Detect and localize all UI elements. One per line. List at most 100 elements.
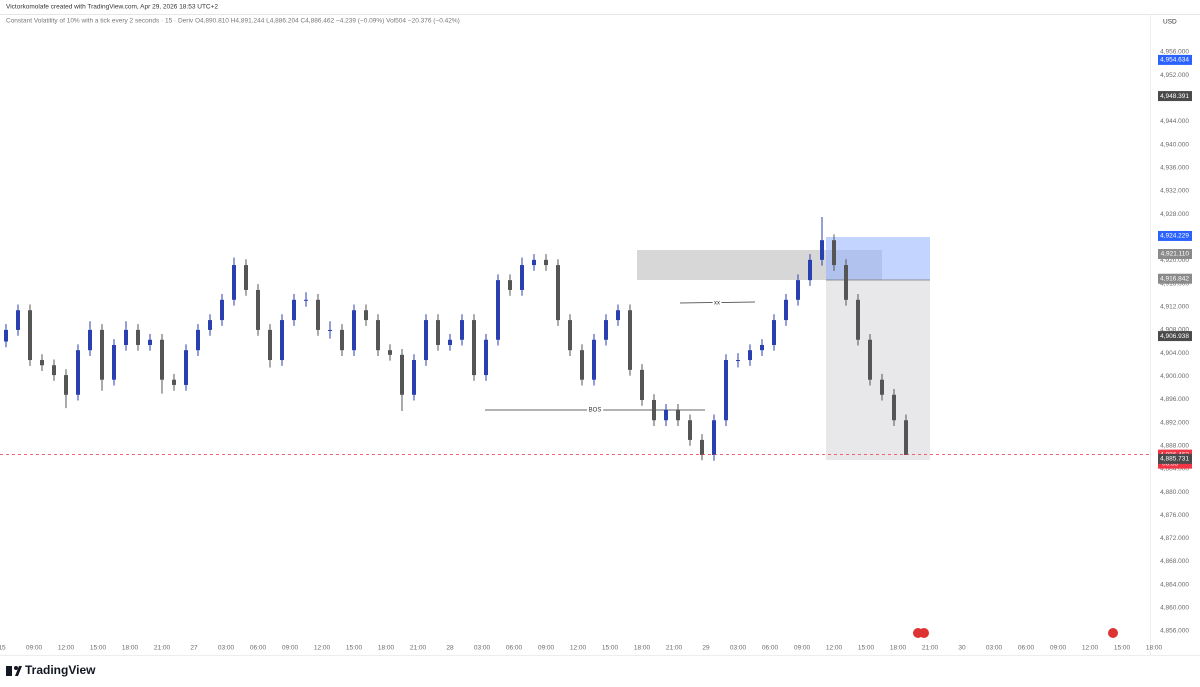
candle-body [388,350,392,355]
candle-body [628,310,632,370]
target-box [826,237,930,280]
price-tag-label: 4,924.229 [1160,233,1189,240]
candle-body [436,320,440,345]
candle-body [424,320,428,361]
x-tick-label: 15:00 [346,645,363,652]
candle-body [544,259,548,266]
candle-body [508,280,512,290]
y-tick-label: 4,908.000 [1160,327,1189,334]
price-tag [1158,249,1192,260]
candle-body [556,265,560,321]
candle-body [316,299,320,330]
y-tick-label: 4,916.000 [1160,280,1189,287]
brand: TradingView [25,663,96,677]
event-flag [919,628,929,638]
y-tick-label: 4,868.000 [1160,558,1189,565]
x-tick-label: 09:00 [26,645,43,652]
x-tick-label: 15:00 [858,645,875,652]
candle-body [304,299,308,301]
x-tick-label: 18:00 [890,645,907,652]
candle-body [4,329,8,342]
y-tick-label: 4,904.000 [1160,350,1189,357]
candle-body [736,360,740,362]
candle-body [904,420,908,455]
candle-body [832,240,836,266]
candle-body [376,320,380,351]
legend: Constant Volatility of 10% with a tick e… [6,18,460,25]
candle-body [220,299,224,321]
candle-body [148,339,152,345]
y-tick-label: 4,872.000 [1160,535,1189,542]
price-tag-label: 4,906.938 [1160,333,1189,340]
candle-body [868,339,872,380]
candle-body [532,259,536,266]
x-tick-label: 12:00 [314,645,331,652]
y-tick-label: 4,920.000 [1160,257,1189,264]
candle-body [112,344,116,380]
candle-body [712,420,716,455]
candle-body [784,299,788,321]
xx-label: xx [714,301,720,307]
x-tick-label: 12:00 [570,645,587,652]
candle-body [40,360,44,366]
y-tick-label: 4,936.000 [1160,165,1189,172]
stop-box [826,280,930,460]
x-tick-label: 06:00 [506,645,523,652]
x-tick-label: 18:00 [634,645,651,652]
y-tick-label: 4,912.000 [1160,303,1189,310]
candle-body [760,344,764,351]
candle-body [688,420,692,440]
currency: USD [1163,19,1177,26]
price-tag-label: 4,948.391 [1160,93,1189,100]
y-tick-label: 4,856.000 [1160,628,1189,635]
y-tick-label: 4,900.000 [1160,373,1189,380]
price-tag [1158,273,1192,284]
candle-body [256,289,260,330]
candle-body [208,320,212,330]
candle-body [700,439,704,455]
candle-body [496,280,500,340]
candle-body [64,375,68,395]
candle-body [520,265,524,290]
y-tick-label: 4,880.000 [1160,489,1189,496]
y-tick-label: 4,956.000 [1160,49,1189,56]
x-tick-label: 06:00 [762,645,779,652]
candle-body [640,369,644,400]
y-tick-label: 4,884.000 [1160,466,1189,473]
y-tick-label: 4,860.000 [1160,605,1189,612]
x-tick-label: 03:00 [474,645,491,652]
x-tick-label: 12:00 [826,645,843,652]
x-tick-label: 09:00 [794,645,811,652]
candle-body [328,329,332,331]
candle-body [796,280,800,300]
x-tick-label: 15 [0,645,6,652]
price-tag [1158,453,1192,464]
candle-body [484,339,488,376]
y-tick-label: 4,888.000 [1160,442,1189,449]
candle-body [748,350,752,361]
x-tick-label: 18:00 [378,645,395,652]
y-tick-label: 4,896.000 [1160,396,1189,403]
candle-body [616,310,620,321]
candle-body [892,394,896,421]
candle-body [724,360,728,421]
y-tick-label: 4,928.000 [1160,211,1189,218]
candle-body [88,329,92,351]
candle-body [652,399,656,421]
candle-body [856,299,860,340]
candle-body [604,320,608,340]
x-tick-label: 09:00 [538,645,555,652]
x-tick-label: 15:00 [602,645,619,652]
candle-body [184,350,188,385]
candle-body [340,329,344,351]
candle-body [76,350,80,395]
x-tick-label: 06:00 [250,645,267,652]
x-tick-label: 12:00 [58,645,75,652]
price-tag-label: 4,916.842 [1160,275,1189,282]
candle-body [16,310,20,330]
candle-body [196,329,200,351]
x-tick-label: 21:00 [410,645,427,652]
price-tag-label: 4,921.110 [1161,251,1190,258]
x-tick-label: 27 [190,645,198,652]
